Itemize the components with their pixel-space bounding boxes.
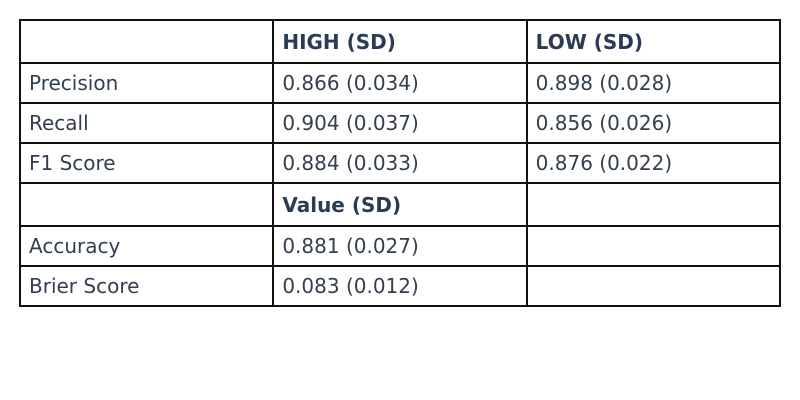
- high-value-cell: 0.904 (0.037): [272, 102, 528, 144]
- header-low-sd: LOW (SD): [525, 19, 782, 64]
- metric-label: Brier Score: [18, 265, 275, 307]
- high-value-cell: 0.884 (0.033): [272, 142, 528, 184]
- subheader-blank-cell: [18, 182, 275, 227]
- subheader-empty-cell: [525, 182, 782, 227]
- header-value-sd: Value (SD): [272, 182, 528, 227]
- low-value-cell: 0.856 (0.026): [525, 102, 782, 144]
- metric-label: Accuracy: [18, 225, 275, 267]
- table-row-precision: Precision 0.866 (0.034) 0.898 (0.028): [18, 62, 782, 104]
- metrics-table: HIGH (SD) LOW (SD) Precision 0.866 (0.03…: [18, 19, 782, 307]
- low-value-cell: 0.898 (0.028): [525, 62, 782, 104]
- value-cell: 0.083 (0.012): [272, 265, 528, 307]
- metric-label: Precision: [18, 62, 275, 104]
- low-value-cell: 0.876 (0.022): [525, 142, 782, 184]
- table-row-accuracy: Accuracy 0.881 (0.027): [18, 225, 782, 267]
- empty-cell: [525, 225, 782, 267]
- high-value-cell: 0.866 (0.034): [272, 62, 528, 104]
- value-cell: 0.881 (0.027): [272, 225, 528, 267]
- subheader-row: Value (SD): [18, 182, 782, 227]
- table-row-brier-score: Brier Score 0.083 (0.012): [18, 265, 782, 307]
- header-high-sd: HIGH (SD): [272, 19, 528, 64]
- table-row-recall: Recall 0.904 (0.037) 0.856 (0.026): [18, 102, 782, 144]
- header-blank-cell: [18, 19, 275, 64]
- metric-label: F1 Score: [18, 142, 275, 184]
- metric-label: Recall: [18, 102, 275, 144]
- table-row-f1-score: F1 Score 0.884 (0.033) 0.876 (0.022): [18, 142, 782, 184]
- empty-cell: [525, 265, 782, 307]
- header-row: HIGH (SD) LOW (SD): [18, 19, 782, 64]
